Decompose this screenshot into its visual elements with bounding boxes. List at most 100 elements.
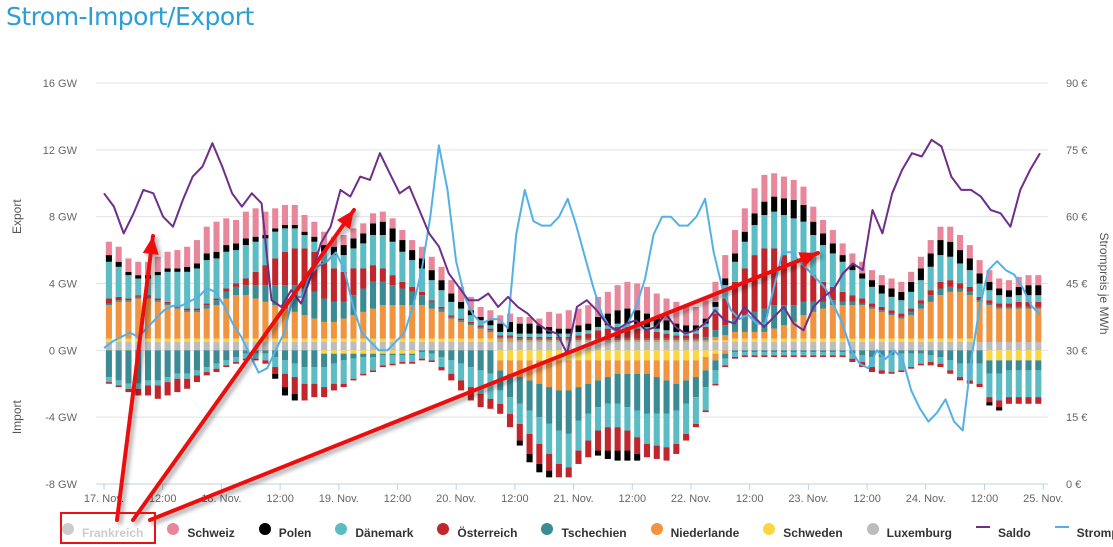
legend-item-frankreich[interactable]: Frankreich (62, 523, 143, 540)
legend-item-dänemark[interactable]: Dänemark (335, 523, 413, 540)
bar-segment-polen (595, 316, 602, 327)
bar-segment-luxemburg (780, 341, 787, 351)
bar-segment-österreich (878, 306, 885, 311)
bar-segment-import-dänemark (213, 363, 220, 369)
bar-segment-import-tschechien (389, 353, 396, 356)
bar-segment-dänemark (350, 248, 357, 269)
bar-segment-import-tschechien (174, 350, 181, 374)
bar-segment-tschechien (741, 315, 748, 332)
bar-segment-schweiz (281, 204, 289, 226)
bar-segment-schweiz (330, 236, 337, 247)
bar-segment-dänemark (820, 245, 827, 282)
bar-segment-import-tschechien (223, 350, 230, 361)
bar-segment-import-österreich (281, 373, 289, 388)
bar-segment-import-schweden (614, 350, 621, 361)
bar-segment-luxemburg (399, 341, 406, 351)
bar-segment-dänemark (898, 300, 905, 314)
bar-segment-import-dänemark (585, 413, 592, 441)
bar-segment-luxemburg (986, 341, 993, 351)
bar-segment-tschechien (898, 316, 905, 319)
bar-segment-import-dänemark (125, 383, 132, 389)
bar-segment-import-tschechien (546, 387, 553, 424)
bar-segment-import-dänemark (340, 360, 347, 384)
bar-segment-niederlande (125, 301, 132, 339)
bar-segment-österreich (859, 298, 866, 304)
bar-segment-import-österreich (360, 373, 367, 376)
bar-segment-tschechien (174, 306, 181, 309)
bar-segment-schweden (849, 338, 856, 342)
legend-item-schweiz[interactable]: Schweiz (167, 523, 235, 540)
bar-segment-niederlande (604, 340, 611, 342)
bar-segment-polen (859, 273, 866, 279)
bar-segment-import-österreich (1015, 397, 1022, 404)
bar-segment-polen (1035, 285, 1042, 296)
legend-item-strompreis[interactable]: Strompreis (1054, 526, 1113, 540)
legend-item-luxemburg[interactable]: Luxemburg (866, 523, 952, 540)
x-tick-label: 12:00 (384, 493, 412, 505)
legend-item-niederlande[interactable]: Niederlande (650, 523, 739, 540)
bar-segment-schweiz (868, 270, 876, 281)
bar-segment-import-österreich (223, 365, 230, 368)
bar-segment-polen (242, 238, 249, 246)
bar-segment-import-dänemark (800, 352, 807, 356)
bar-segment-schweiz (1035, 275, 1042, 286)
bar-segment-dänemark (418, 268, 425, 292)
bar-segment-polen (125, 271, 132, 276)
bar-segment-schweiz (839, 243, 846, 256)
bar-segment-österreich (829, 286, 836, 301)
bar-segment-import-schweden (575, 350, 582, 361)
legend-item-schweden[interactable]: Schweden (763, 523, 843, 540)
bar-segment-luxemburg (692, 341, 699, 351)
bar-segment-österreich (125, 298, 132, 301)
bar-segment-niederlande (790, 321, 797, 339)
bar-segment-luxemburg (105, 341, 112, 351)
legend-item-österreich[interactable]: Österreich (437, 523, 517, 540)
bar-segment-import-österreich (409, 362, 416, 364)
bar-segment-schweden (741, 338, 748, 342)
bar-segment-import-dänemark (624, 407, 631, 431)
x-tick-label: 25. Nov. (1023, 493, 1063, 505)
x-tick-label: 20. Nov. (436, 493, 476, 505)
bar-segment-import-tschechien (996, 360, 1003, 374)
bar-segment-niederlande (731, 331, 739, 339)
bar-segment-dänemark (389, 241, 396, 276)
bar-segment-import-dänemark (409, 355, 416, 363)
bar-segment-import-niederlande (722, 350, 729, 354)
bar-segment-polen (526, 323, 533, 334)
bar-segment-import-österreich (213, 368, 220, 373)
bar-segment-dänemark (428, 280, 435, 301)
bar-segment-dänemark (849, 270, 856, 296)
bar-segment-import-österreich (653, 445, 660, 459)
bar-segment-schweden (213, 338, 220, 342)
legend-item-saldo[interactable]: Saldo (976, 526, 1031, 540)
bar-segment-import-dänemark (242, 353, 249, 359)
bar-segment-österreich (741, 268, 748, 316)
bar-segment-dänemark (272, 231, 279, 259)
bar-segment-luxemburg (888, 341, 895, 351)
bar-segment-dänemark (702, 323, 709, 327)
bar-segment-schweiz (575, 308, 582, 326)
bar-segment-import-polen (526, 453, 533, 463)
bar-segment-import-polen (291, 393, 298, 401)
bar-segment-import-tschechien (1035, 360, 1042, 371)
bar-segment-schweiz (1005, 280, 1012, 291)
bar-segment-österreich (448, 315, 455, 317)
bar-segment-tschechien (643, 338, 651, 341)
y-left-tick-label: 4 GW (49, 279, 78, 291)
bar-segment-niederlande (976, 301, 983, 342)
legend-item-polen[interactable]: Polen (258, 523, 311, 540)
bar-segment-dänemark (643, 326, 651, 331)
bar-segment-import-polen (281, 387, 289, 396)
bar-segment-schweden (859, 338, 866, 342)
bar-segment-niederlande (399, 305, 406, 339)
bar-segment-schweden (203, 338, 210, 342)
bar-segment-niederlande (115, 301, 122, 339)
bar-segment-tschechien (859, 303, 866, 306)
bar-segment-dänemark (839, 261, 846, 292)
bar-segment-import-dänemark (555, 430, 562, 464)
bar-segment-schweden (917, 338, 924, 342)
bar-segment-niederlande (957, 291, 964, 339)
bar-segment-niederlande (927, 301, 934, 339)
legend-item-tschechien[interactable]: Tschechien (541, 523, 627, 540)
bar-segment-import-tschechien (438, 350, 445, 358)
